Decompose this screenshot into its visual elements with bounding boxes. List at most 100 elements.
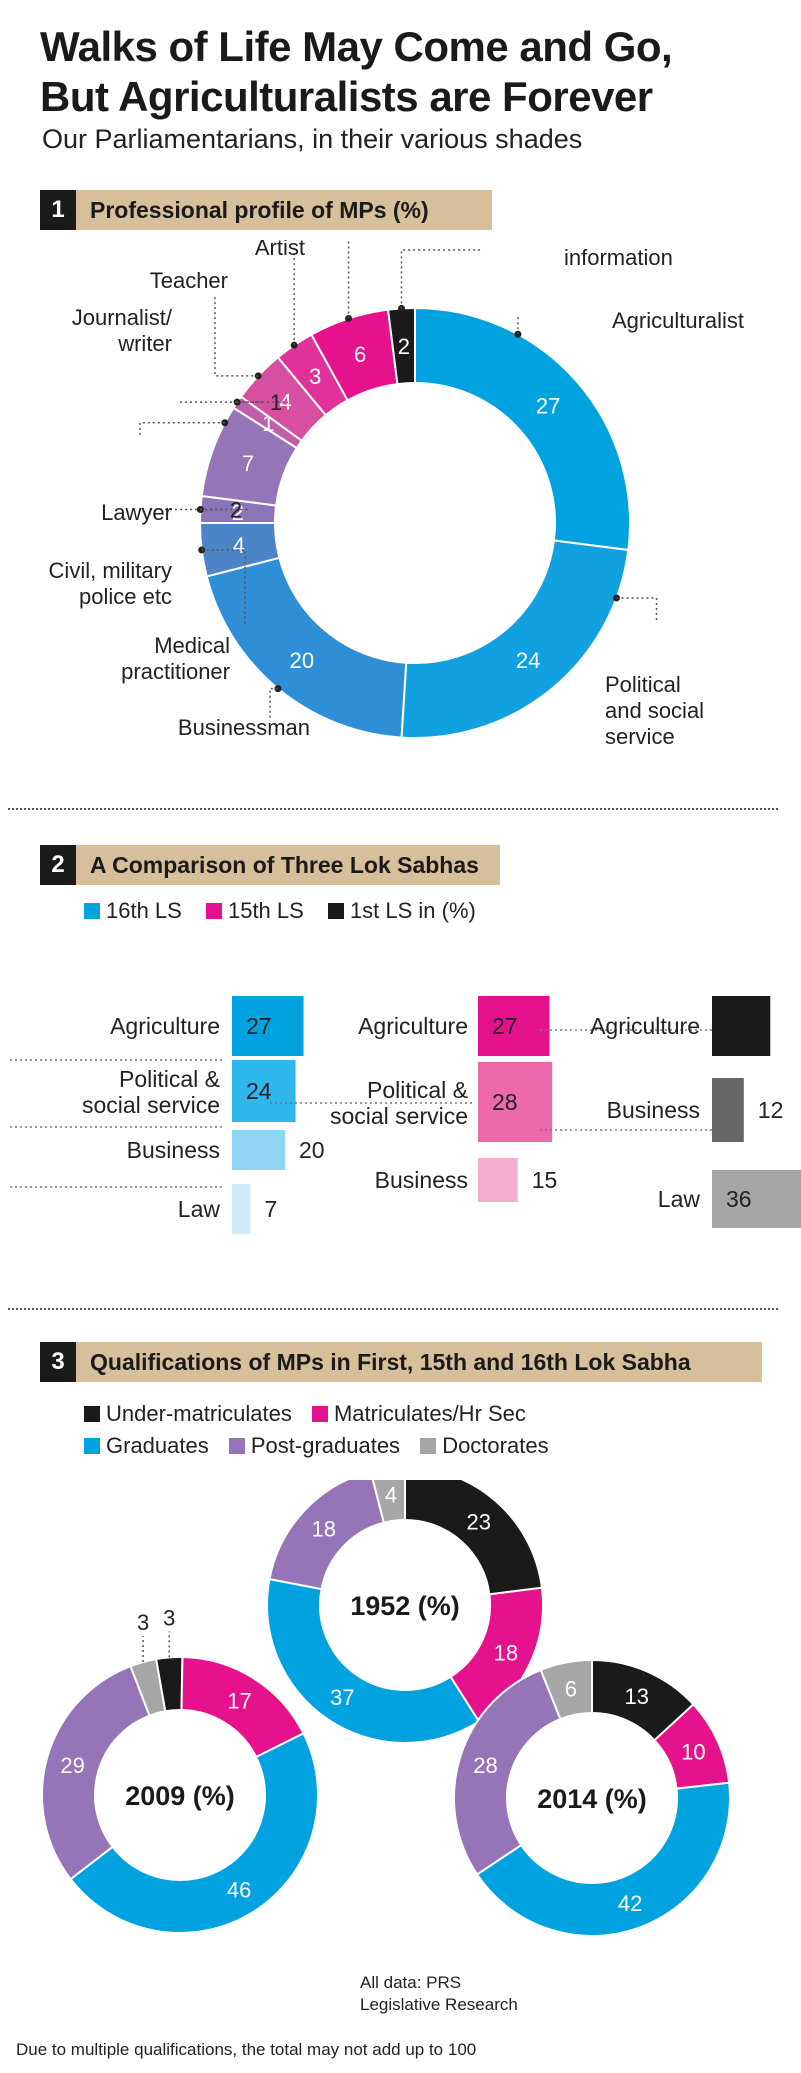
bar-value-15th-ls-business: 15 (532, 1167, 558, 1193)
profile-value-political-and-social-service: 24 (516, 648, 540, 673)
bar-label-1st-ls-business: Business (607, 1097, 700, 1123)
label-civil-line2: police etc (79, 584, 172, 609)
donut-2009-value-doctorates: 3 (137, 1610, 149, 1635)
legend-item-post-graduates: Post-graduates (228, 1433, 400, 1458)
bar-16th-ls-political-social-service (232, 1060, 296, 1122)
leader-other (347, 240, 350, 319)
label-medical-line2: practitioner (121, 659, 230, 684)
donut-2014-center-label: 2014 (%) (537, 1784, 647, 1814)
leader-political (616, 597, 658, 623)
label-political-line2: and social (605, 698, 704, 723)
donut-1952-value-doctorates: 4 (385, 1482, 397, 1507)
bar-legend: 16th LS 15th LS 1st LS in (%) (84, 898, 476, 924)
label-no-information-line1: No (564, 240, 592, 244)
data-source: All data: PRS Legislative Research (360, 1972, 518, 2016)
bar-label-1st-ls-law: Law (658, 1186, 701, 1212)
legend-label: 15th LS (227, 898, 304, 923)
value-civil-outside: 2 (230, 498, 242, 523)
donut-2009-value-post-graduates: 29 (60, 1753, 84, 1778)
profile-slice-agriculturalist (414, 306, 631, 552)
leader-teacher (214, 295, 259, 377)
profile-value-no-information: 2 (398, 334, 410, 359)
label-medical-line1: Medical (154, 633, 230, 658)
source-line-1: All data: PRS (360, 1973, 462, 1992)
section-3-number: 3 (40, 1342, 76, 1382)
bar-label-16th-ls-law: Law (178, 1196, 221, 1222)
section-divider-2 (8, 1308, 778, 1310)
label-political-line1: Political (605, 672, 681, 697)
legend-item-graduates: Graduates (84, 1433, 209, 1458)
donut-2009-center-label: 2009 (%) (125, 1781, 235, 1811)
bar-value-1st-ls-business: 12 (758, 1097, 784, 1123)
leader-civil-ext (149, 508, 222, 515)
legend-swatch (327, 903, 344, 919)
donut-2014-value-graduates: 42 (618, 1891, 642, 1916)
legend-swatch (205, 903, 222, 919)
donut-1952-value-graduates: 37 (330, 1685, 354, 1710)
leader-lawyer (139, 421, 225, 437)
bar-value-1st-ls-agriculture: 22 (784, 1013, 801, 1039)
bar-label-15th-ls-agriculture: Agriculture (358, 1013, 468, 1039)
leader-dot-other (345, 315, 353, 323)
donut-2014-value-post-graduates: 28 (473, 1753, 497, 1778)
legend-label: Under-matriculates (106, 1401, 292, 1426)
legend-swatch (420, 1438, 437, 1454)
label-businessman: Businessman (178, 715, 310, 740)
donut-2009-slice-post-graduates (41, 1664, 151, 1881)
legend-item-16th: 16th LS (84, 898, 182, 923)
bar-value-15th-ls-agriculture: 27 (492, 1013, 518, 1039)
donut-1952-slice-under-matriculates (404, 1480, 544, 1596)
section-2-number: 2 (40, 845, 76, 885)
label-no-information-line2: information (564, 245, 673, 270)
donut-1952-value-matriculates-hr-sec: 18 (494, 1640, 518, 1665)
label-political-line3: service (605, 724, 675, 749)
label-lawyer: Lawyer (101, 500, 172, 525)
profile-value-agriculturalist: 27 (536, 394, 560, 419)
section-2-title: A Comparison of Three Lok Sabhas (90, 852, 479, 878)
legend-swatch (228, 1438, 245, 1454)
bar-label-16th-ls-political-social-service-line1: Political & (119, 1066, 220, 1092)
legend-item-under-matriculates: Under-matriculates (84, 1401, 292, 1426)
legend-swatch (84, 1438, 100, 1454)
section-1-number: 1 (40, 190, 76, 230)
bar-15th-ls-agriculture (478, 996, 550, 1056)
donut-2009-value-graduates: 46 (227, 1878, 251, 1903)
donut-2009-value-matriculates-hr-sec: 17 (227, 1689, 251, 1714)
section-3-header: 3 Qualifications of MPs in First, 15th a… (40, 1342, 762, 1382)
legend-label: 16th LS (106, 898, 182, 923)
qualification-legend: Under-matriculates Matriculates/Hr Sec G… (84, 1398, 549, 1462)
bar-label-15th-ls-political-social-service-line1: Political & (367, 1077, 468, 1103)
label-journalist-line1: Journalist/ (72, 305, 173, 330)
source-line-2: Legislative Research (360, 1995, 518, 2014)
legend-label: Matriculates/Hr Sec (333, 1401, 526, 1426)
label-journalist-line2: writer (117, 331, 172, 356)
legend-swatch (311, 1406, 328, 1422)
bar-1st-ls-agriculture (712, 996, 771, 1056)
donut-1952-slice-doctorates (371, 1480, 406, 1524)
profile-slice-no-information (386, 306, 416, 386)
profile-value-other: 6 (354, 342, 366, 367)
bar-value-15th-ls-political-social-service: 28 (492, 1089, 518, 1115)
legend-item-matriculates: Matriculates/Hr Sec (311, 1401, 526, 1426)
value-journalist-outside: 1 (270, 390, 282, 415)
donut-2014-slice-post-graduates (453, 1668, 562, 1876)
section-divider-1 (8, 808, 778, 810)
bar-value-16th-ls-law: 7 (265, 1196, 278, 1222)
label-artist: Artist (255, 240, 305, 260)
donut-2009-value-under-matriculates: 3 (163, 1605, 175, 1630)
donut-2009-slice-doctorates (129, 1657, 167, 1717)
donut-1952-slice-graduates (266, 1577, 481, 1744)
bar-15th-ls-political-social-service (478, 1062, 553, 1142)
label-civil-line1: Civil, military (49, 558, 172, 583)
qualification-donuts: 23 18 37 18 4 1952 (%) 3 17 46 29 3 2009 (%) 13 10 42 2… (41, 1480, 731, 1938)
section-2-header: 2 A Comparison of Three Lok Sabhas (40, 845, 500, 885)
bar-value-1st-ls-law: 36 (726, 1186, 752, 1212)
footnote: Due to multiple qualifications, the tota… (16, 2040, 477, 2059)
bar-16th-ls-business (232, 1130, 285, 1170)
legend-item-15th: 15th LS (205, 898, 304, 923)
donut-1952-center-label: 1952 (%) (350, 1591, 460, 1621)
bar-16th-ls-law (232, 1184, 251, 1234)
donut-2014-slice-doctorates (539, 1658, 593, 1721)
